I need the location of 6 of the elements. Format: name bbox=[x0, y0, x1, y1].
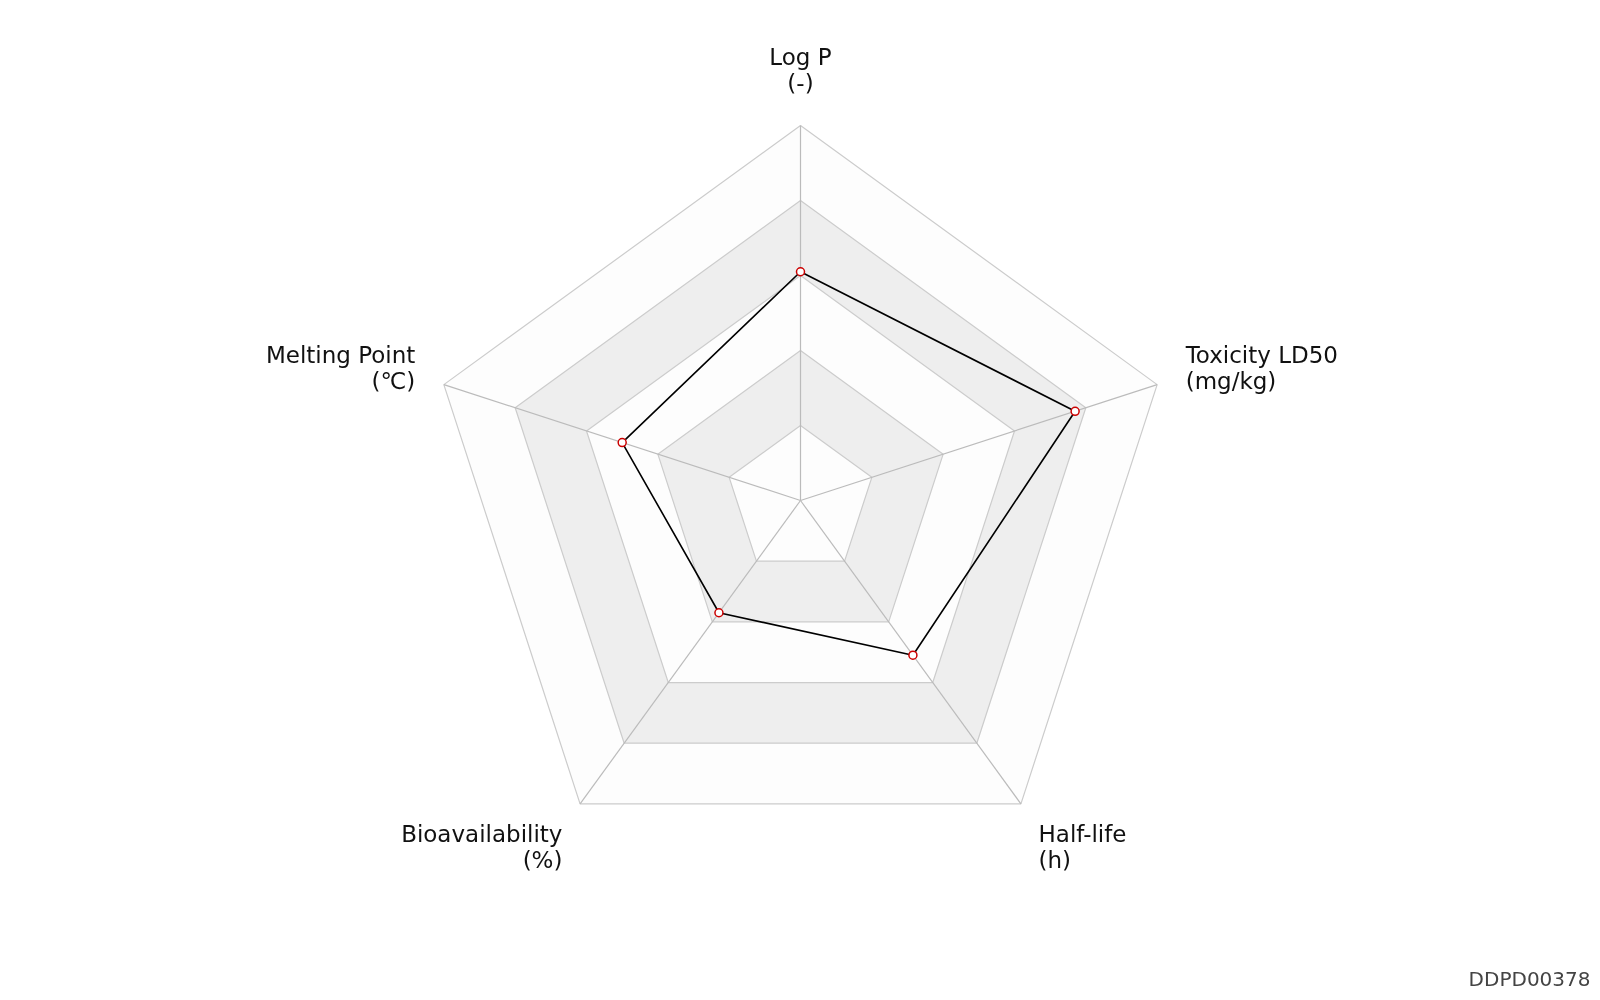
spoke-label: Melting Point (℃) bbox=[265, 341, 416, 394]
text: DDPD00378 bbox=[1468, 966, 1591, 991]
spoke-label: Bioavailability (%) bbox=[401, 820, 563, 873]
spoke-label: Toxicity LD50 (mg/kg) bbox=[1184, 341, 1338, 394]
spoke-label: Log P (-) bbox=[769, 43, 832, 96]
spoke-label: Half-life (h) bbox=[1038, 820, 1127, 873]
